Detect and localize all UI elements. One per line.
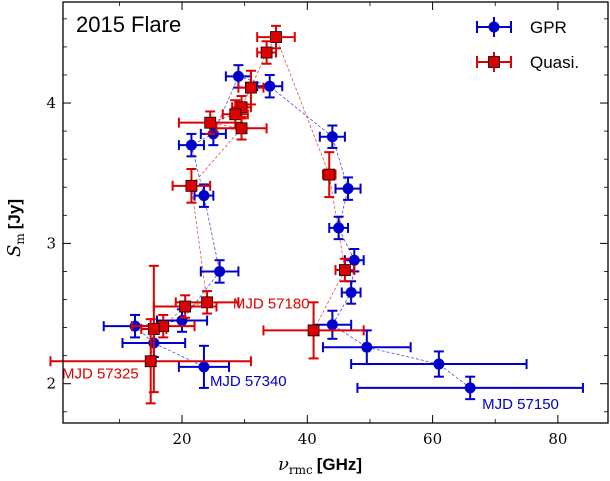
quasi-point-12: [152, 294, 218, 319]
gpr-point-0: [356, 375, 584, 401]
legend-item-quasi: Quasi.: [476, 52, 579, 72]
legend-quasi-label: Quasi.: [530, 53, 579, 72]
y-axis-ticks: 2 3 4: [46, 18, 608, 413]
legend-item-gpr: GPR: [476, 17, 567, 37]
gpr-point-14: [199, 259, 240, 284]
quasi-marker: [235, 122, 248, 135]
plot-frame: [62, 1, 609, 424]
gpr-series: [102, 64, 584, 401]
gpr-marker: [361, 341, 373, 353]
gpr-marker: [342, 183, 354, 195]
gpr-marker: [326, 131, 338, 143]
quasi-point-15: [49, 318, 252, 405]
gpr-point-6: [328, 215, 350, 241]
gpr-point-18: [177, 344, 231, 389]
quasi-point-2: [321, 151, 337, 199]
legend: GPR Quasi.: [476, 17, 579, 72]
legend-quasi-marker: [488, 56, 500, 68]
annotation-label: MJD 57340: [210, 373, 287, 390]
y-tick-label: 3: [46, 234, 56, 252]
legend-gpr-label: GPR: [530, 18, 567, 37]
quasi-marker: [201, 296, 213, 309]
annotations: MJD 57150 MJD 57340 MJD 57180 MJD 57325: [62, 295, 559, 413]
quasi-marker: [270, 31, 282, 43]
gpr-marker: [333, 222, 345, 234]
gpr-marker: [232, 70, 244, 82]
quasi-marker: [144, 355, 157, 368]
gpr-point-7: [334, 176, 362, 201]
gpr-marker: [464, 382, 476, 394]
x-axis-title: νrmc [GHz]: [278, 454, 362, 477]
x-axis-ticks: 20 40 60 80: [118, 2, 567, 448]
annotation-label: MJD 57325: [62, 365, 139, 382]
chart-title: 2015 Flare: [76, 12, 181, 37]
gpr-marker: [433, 358, 445, 370]
quasi-marker: [185, 179, 198, 192]
gpr-point-4: [340, 280, 362, 305]
x-tick-label: 20: [172, 430, 191, 448]
quasi-point-5: [237, 69, 265, 106]
x-tick-label: 80: [548, 430, 567, 448]
quasi-point-4: [256, 40, 277, 65]
quasi-point-3: [256, 24, 296, 50]
quasi-point-0: [262, 301, 365, 360]
quasi-marker: [338, 264, 351, 276]
quasi-marker: [229, 108, 242, 121]
quasi-point-13: [130, 313, 196, 339]
y-tick-label: 4: [46, 94, 56, 112]
x-tick-label: 40: [298, 430, 317, 448]
gpr-marker: [185, 139, 197, 151]
gpr-point-13: [193, 183, 215, 208]
gpr-marker: [214, 265, 226, 277]
gpr-point-8: [318, 124, 346, 149]
quasi-point-14: [140, 264, 168, 394]
gpr-marker: [348, 254, 360, 266]
gpr-marker: [198, 190, 210, 202]
quasi-series: [49, 24, 365, 405]
quasi-marker: [204, 116, 217, 129]
quasi-marker: [147, 323, 160, 335]
x-tick-label: 60: [423, 430, 442, 448]
quasi-marker: [179, 300, 192, 313]
quasi-marker: [245, 81, 257, 94]
y-tick-label: 2: [46, 375, 56, 393]
gpr-marker: [198, 361, 210, 373]
gpr-point-1: [350, 350, 528, 378]
quasi-marker: [307, 324, 320, 337]
annotation-label: MJD 57180: [233, 295, 310, 312]
gpr-marker: [264, 80, 276, 92]
annotation-label: MJD 57150: [482, 396, 559, 413]
quasi-point-9: [215, 116, 268, 141]
gpr-marker: [326, 319, 338, 331]
gpr-marker: [345, 286, 357, 298]
gpr-point-9: [256, 73, 284, 99]
legend-gpr-marker: [488, 21, 500, 33]
quasi-marker: [260, 46, 273, 59]
grid-lines-and-connectors: [134, 36, 471, 389]
quasi-point-1: [334, 257, 356, 283]
gpr-point-12: [177, 132, 205, 158]
quasi-marker: [323, 168, 336, 181]
y-axis-title: Sm[Jy]: [4, 199, 27, 257]
gpr-point-2: [321, 329, 412, 366]
quasi-point-10: [171, 167, 212, 204]
